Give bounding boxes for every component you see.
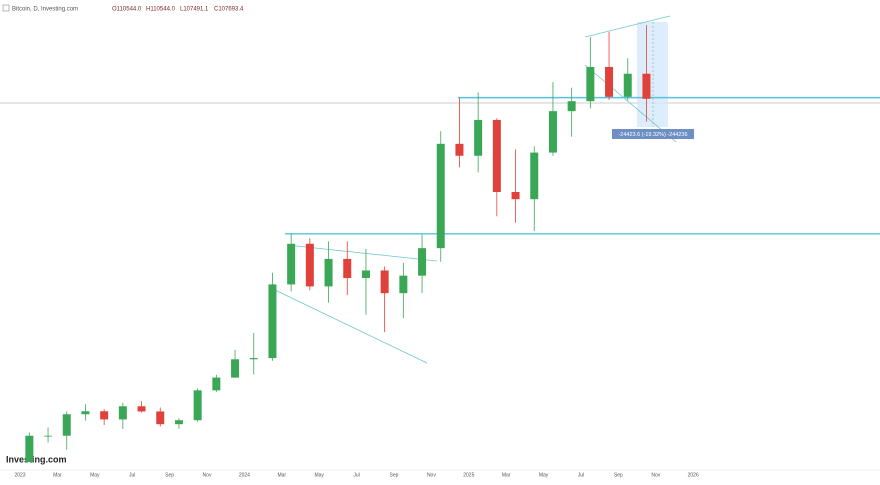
- candle-body: [268, 284, 277, 359]
- candle-body: [62, 414, 71, 436]
- candle-body: [530, 152, 539, 200]
- ohlc-value: O110544.0: [112, 7, 142, 13]
- candle-body: [44, 435, 53, 437]
- candle-body: [287, 243, 296, 285]
- x-tick-label: Nov: [427, 472, 436, 478]
- candle-body: [586, 66, 595, 102]
- x-tick-label: Mar: [53, 472, 62, 478]
- measure-label: -24423.6 (-19.32%) -244236: [618, 132, 687, 138]
- x-tick-label: Sep: [614, 472, 623, 478]
- x-tick-label: Sep: [165, 472, 174, 478]
- x-tick-label: May: [90, 472, 100, 478]
- x-tick-label: May: [314, 472, 324, 478]
- candle-body: [137, 406, 146, 412]
- x-tick-label: Jul: [578, 472, 584, 478]
- candle-body: [548, 111, 557, 153]
- x-tick-label: Sep: [390, 472, 399, 478]
- candle-body: [623, 73, 632, 97]
- candle-body: [156, 411, 165, 425]
- measure-label-bg: [612, 129, 694, 139]
- candle-body: [324, 258, 333, 287]
- candle-body: [567, 101, 576, 112]
- icon: [2, 4, 10, 12]
- logo: Investing.com: [6, 454, 67, 464]
- x-tick-label: 2025: [463, 472, 474, 478]
- x-tick-label: Jul: [353, 472, 359, 478]
- candle-body: [605, 66, 614, 97]
- candle-body: [249, 358, 258, 360]
- candle-body: [361, 270, 370, 279]
- candle-body: [642, 73, 651, 99]
- candle-body: [305, 243, 314, 287]
- candle-body: [118, 406, 127, 420]
- ohlc-value: C107693.4: [214, 7, 244, 13]
- ohlc-value: L107491.1: [180, 7, 209, 13]
- candle-body: [455, 143, 464, 156]
- candle-body: [193, 390, 202, 421]
- candle-body: [231, 359, 240, 378]
- x-tick-label: 2024: [239, 472, 250, 478]
- x-tick-label: Nov: [203, 472, 212, 478]
- candle-body: [212, 377, 221, 391]
- x-tick-label: Mar: [502, 472, 511, 478]
- candle-body: [418, 248, 427, 276]
- measure-box: [637, 22, 668, 127]
- candle-body: [511, 192, 520, 200]
- ohlc-value: H110544.0: [146, 7, 176, 13]
- x-tick-label: Jul: [129, 472, 135, 478]
- x-tick-label: 2023: [14, 472, 25, 478]
- candle-body: [174, 420, 183, 425]
- x-tick-label: Mar: [277, 472, 286, 478]
- x-tick-label: May: [539, 472, 549, 478]
- candle-body: [492, 119, 501, 193]
- x-tick-label: Nov: [651, 472, 660, 478]
- trend-line: [274, 289, 428, 364]
- symbol-title: Bitcoin, D, Investing.com: [12, 7, 78, 13]
- candle-body: [25, 435, 34, 463]
- candle-body: [380, 270, 389, 294]
- candle-body: [81, 411, 90, 415]
- candle-body: [100, 411, 109, 420]
- trend-line: [584, 15, 671, 38]
- candle-body: [343, 258, 352, 279]
- x-tick-label: 2026: [688, 472, 699, 478]
- candle-body: [399, 275, 408, 294]
- candle-body: [474, 119, 483, 156]
- candle-body: [436, 143, 445, 249]
- header: Bitcoin, D, Investing.com: [2, 4, 78, 13]
